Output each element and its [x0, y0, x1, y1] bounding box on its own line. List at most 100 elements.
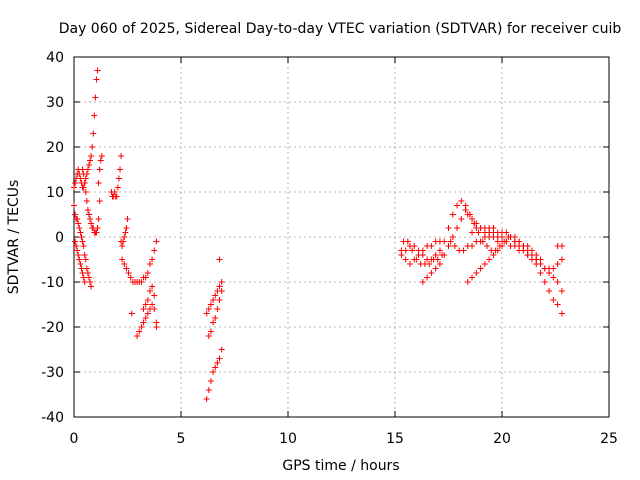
data-point	[82, 189, 89, 195]
data-point	[419, 247, 426, 254]
chart-title: Day 060 of 2025, Sidereal Day-to-day VTE…	[59, 21, 622, 37]
series-arc-o	[216, 256, 223, 263]
data-point	[114, 184, 121, 191]
series-arc-f	[108, 153, 125, 200]
data-point	[144, 297, 151, 303]
data-point	[121, 234, 128, 240]
data-point	[454, 202, 461, 209]
y-tick-label: -30	[41, 365, 64, 381]
data-point	[507, 234, 514, 240]
data-point	[113, 193, 120, 200]
data-point	[503, 229, 510, 236]
data-point	[558, 256, 565, 263]
data-point	[149, 283, 156, 290]
data-point	[537, 256, 544, 263]
data-point	[79, 270, 86, 276]
x-tick-label: 20	[493, 431, 511, 447]
series-arc-k	[128, 310, 135, 317]
data-point	[216, 283, 223, 290]
data-point	[458, 198, 465, 204]
data-point	[447, 238, 454, 245]
data-point	[95, 180, 102, 186]
data-point	[558, 288, 565, 294]
data-point	[475, 229, 482, 236]
data-point	[454, 225, 461, 231]
data-point	[214, 360, 221, 366]
data-point	[151, 306, 158, 312]
data-point	[134, 333, 141, 339]
data-point	[85, 211, 92, 218]
data-point	[464, 211, 471, 218]
data-point	[558, 243, 565, 249]
y-tick-label: 20	[46, 140, 64, 156]
y-tick-label: 40	[46, 50, 64, 66]
data-point	[469, 216, 476, 222]
data-point	[84, 166, 91, 173]
axis-ticks: 0 5 10 15 20 25 -40 -30 -20 -10 0 10 20 30 40	[41, 50, 618, 447]
data-point	[73, 243, 80, 249]
data-point	[558, 310, 565, 317]
data-point	[528, 247, 535, 254]
data-point	[124, 216, 131, 222]
data-point	[464, 279, 471, 285]
y-tick-label: 30	[46, 95, 64, 111]
data-point	[81, 279, 88, 285]
data-point	[138, 324, 145, 330]
data-point	[411, 243, 418, 249]
data-point	[119, 256, 126, 263]
series-arc-y	[554, 243, 565, 249]
data-point	[402, 256, 409, 263]
data-point	[87, 279, 94, 285]
data-point	[123, 225, 130, 231]
series-arc-w	[447, 234, 565, 272]
data-point	[473, 220, 480, 227]
grid	[74, 57, 609, 417]
data-point	[82, 175, 89, 182]
data-point	[203, 396, 210, 402]
data-point	[432, 252, 439, 258]
data-point	[77, 261, 84, 267]
data-point	[212, 292, 219, 299]
series-arc-v	[469, 225, 565, 317]
data-point	[81, 180, 88, 186]
data-point	[115, 175, 122, 182]
data-point	[85, 162, 92, 168]
data-point	[80, 243, 87, 249]
data-point	[149, 301, 156, 308]
data-point	[212, 315, 219, 321]
data-point	[462, 207, 469, 213]
data-point	[83, 198, 90, 204]
data-point	[436, 261, 443, 267]
data-point	[136, 328, 143, 335]
data-point	[207, 328, 214, 335]
series-arc-t	[462, 207, 512, 254]
data-point	[78, 234, 85, 240]
data-point	[74, 216, 81, 222]
data-point	[79, 238, 86, 245]
data-point	[118, 153, 125, 159]
data-point	[111, 189, 118, 195]
series-arc-z	[464, 211, 505, 240]
data-point	[516, 238, 523, 245]
data-point	[473, 270, 480, 276]
data-point	[91, 112, 98, 119]
data-point	[142, 301, 149, 308]
x-tick-label: 0	[70, 431, 79, 447]
x-tick-label: 25	[600, 431, 618, 447]
series-arc-x	[507, 234, 544, 263]
series-arc-c	[72, 238, 88, 285]
series-arc-d	[79, 166, 103, 236]
data-point	[436, 247, 443, 254]
series-arc-i	[134, 301, 160, 339]
data-point	[415, 252, 422, 258]
data-point	[436, 238, 443, 245]
data-point	[432, 265, 439, 272]
data-point	[484, 243, 491, 249]
data-point	[402, 247, 409, 254]
data-point	[216, 297, 223, 303]
data-point	[218, 279, 225, 285]
data-point	[494, 247, 501, 254]
data-point	[533, 252, 540, 258]
y-tick-label: 10	[46, 185, 64, 201]
data-point	[481, 261, 488, 267]
